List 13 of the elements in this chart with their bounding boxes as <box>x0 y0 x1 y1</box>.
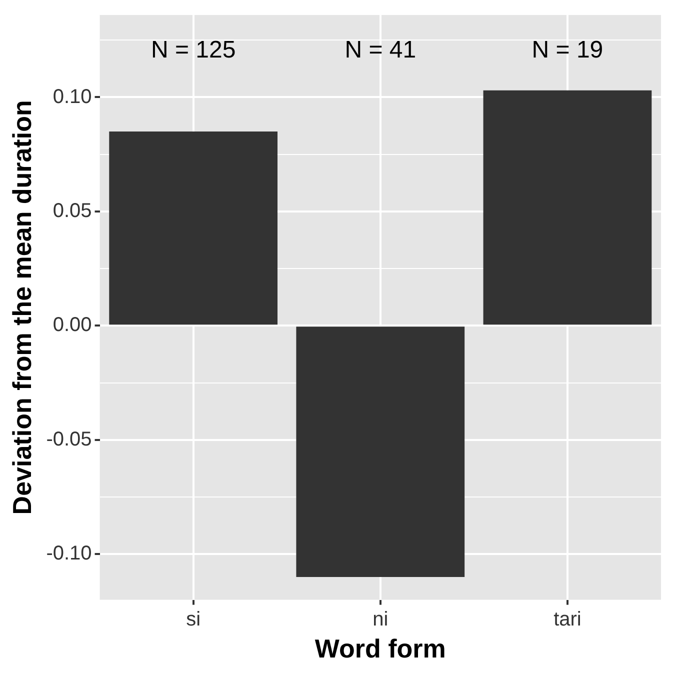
x-axis-title: Word form <box>314 634 446 664</box>
x-tick-label: ni <box>372 608 388 630</box>
annotation: N = 19 <box>532 36 604 64</box>
annotation: N = 125 <box>150 36 236 64</box>
y-tick-label: -0.10 <box>46 542 92 565</box>
y-tick-label: 0.00 <box>52 314 92 336</box>
y-tick-label: 0.05 <box>52 200 92 222</box>
annotation: N = 41 <box>344 36 416 64</box>
y-tick-label: 0.10 <box>52 86 92 108</box>
y-tick-label: -0.05 <box>46 428 92 450</box>
y-axis-title: Deviation from the mean duration <box>6 100 37 515</box>
x-tick-label: tari <box>554 608 582 630</box>
x-tick-label: si <box>186 608 201 630</box>
